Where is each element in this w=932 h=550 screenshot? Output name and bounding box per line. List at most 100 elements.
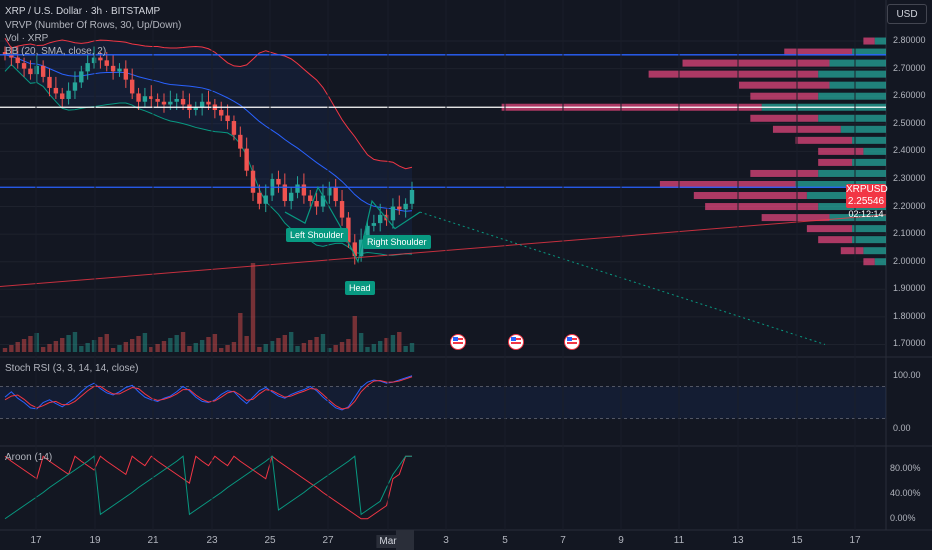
- candle-body: [403, 203, 408, 210]
- volume-bar: [40, 347, 46, 352]
- projection-dotted-line: [419, 211, 826, 345]
- date-tick-label: 25: [264, 535, 276, 546]
- volume-bar: [244, 336, 249, 352]
- volume-bar: [409, 343, 415, 352]
- date-tick-label: 17: [30, 535, 42, 546]
- volume-profile-up-bar: [840, 125, 886, 133]
- volume-profile-down-bar: [739, 81, 830, 89]
- candle-body: [53, 87, 59, 94]
- bollinger-upper-line: [4, 38, 413, 170]
- candle-body: [15, 57, 20, 64]
- volume-bar: [98, 337, 103, 352]
- candle-body: [72, 82, 78, 91]
- volume-bar: [28, 336, 33, 352]
- candle-body: [409, 190, 415, 204]
- candle-body: [21, 63, 27, 69]
- date-tick-label: Mar: [376, 535, 400, 548]
- us-flag-event-icon[interactable]: [508, 334, 524, 350]
- candle-body: [263, 195, 268, 204]
- candle-body: [314, 201, 319, 207]
- volume-bar: [136, 336, 141, 352]
- stoch-rsi-title[interactable]: Stoch RSI (3, 3, 14, 14, close): [5, 363, 139, 374]
- volume-bar: [219, 348, 224, 352]
- volume-bar: [66, 335, 71, 352]
- bollinger-basis-line: [4, 54, 413, 212]
- candle-body: [244, 148, 249, 171]
- volume-bar: [79, 346, 84, 352]
- time-axis-cursor: [396, 530, 414, 550]
- volume-profile-up-bar: [818, 114, 886, 122]
- candle-body: [161, 101, 167, 105]
- price-tick-label: 1.80000: [893, 310, 926, 321]
- volume-bar: [72, 332, 78, 352]
- candle-body: [9, 54, 14, 58]
- date-tick-label: 17: [849, 535, 861, 546]
- volume-profile-down-bar: [784, 48, 853, 56]
- candle-body: [231, 121, 237, 135]
- volume-bar: [231, 342, 237, 352]
- aroon-tick-label: 80.00%: [890, 462, 921, 473]
- candle-body: [225, 115, 230, 122]
- volume-bar: [333, 345, 338, 352]
- volume-bar: [327, 348, 332, 352]
- legend-vrvp[interactable]: VRVP (Number Of Rows, 30, Up/Down): [5, 20, 182, 31]
- candle-body: [352, 242, 357, 257]
- volume-bar: [15, 342, 20, 352]
- candle-body: [378, 214, 383, 224]
- stoch-rsi-line: [4, 376, 413, 410]
- volume-profile-down-bar: [772, 125, 841, 133]
- candle-body: [66, 90, 71, 99]
- price-tick-label: 2.10000: [893, 228, 926, 239]
- volume-bar: [47, 344, 52, 352]
- candle-body: [250, 170, 256, 193]
- volume-profile-up-bar: [829, 59, 886, 67]
- candle-body: [219, 110, 224, 116]
- volume-bar: [91, 340, 97, 352]
- price-tick-label: 2.40000: [893, 145, 926, 156]
- candle-body: [365, 225, 370, 240]
- volume-bar: [269, 341, 275, 352]
- date-tick-label: 15: [791, 535, 803, 546]
- candle-body: [174, 98, 179, 102]
- volume-profile-up-bar: [874, 258, 886, 266]
- volume-profile-down-bar: [682, 59, 830, 67]
- price-tag-symbol: XRPUSD: [846, 184, 888, 195]
- volume-bar: [288, 332, 294, 352]
- volume-bar: [85, 343, 90, 352]
- volume-bar: [276, 338, 281, 352]
- candle-body: [339, 201, 345, 218]
- candle-body: [85, 63, 90, 72]
- volume-bar: [320, 334, 326, 352]
- left-shoulder-label: Left Shoulder: [286, 228, 348, 242]
- head-shoulders-outline: [284, 185, 421, 264]
- volume-bar: [155, 344, 160, 352]
- volume-profile-up-bar: [852, 158, 886, 166]
- volume-profile-up-bar: [829, 81, 886, 89]
- volume-profile-down-bar: [818, 236, 853, 244]
- us-flag-event-icon[interactable]: [450, 334, 466, 350]
- candle-body: [257, 192, 262, 204]
- us-flag-event-icon[interactable]: [564, 334, 580, 350]
- legend-bollinger[interactable]: BB (20, SMA, close, 2): [5, 46, 107, 57]
- date-tick-label: 7: [560, 535, 566, 546]
- volume-profile-down-bar: [659, 180, 796, 188]
- volume-bar: [123, 342, 129, 352]
- stoch-tick-label: 0.00: [893, 423, 911, 434]
- volume-bar: [371, 344, 377, 352]
- legend-volume[interactable]: Vol · XRP: [5, 33, 49, 44]
- currency-button[interactable]: USD: [887, 4, 927, 24]
- price-tick-label: 2.00000: [893, 255, 926, 266]
- candle-body: [333, 187, 338, 202]
- volume-profile-up-bar: [863, 147, 886, 155]
- volume-profile-up-bar: [795, 180, 886, 188]
- volume-bar: [129, 339, 135, 352]
- candle-body: [276, 178, 281, 185]
- price-tick-label: 2.50000: [893, 117, 926, 128]
- volume-profile-down-bar: [863, 37, 875, 45]
- aroon-title[interactable]: Aroon (14): [5, 452, 53, 463]
- candle-body: [282, 184, 288, 202]
- volume-bar: [53, 341, 59, 352]
- volume-bar: [34, 333, 39, 352]
- volume-bar: [390, 335, 396, 352]
